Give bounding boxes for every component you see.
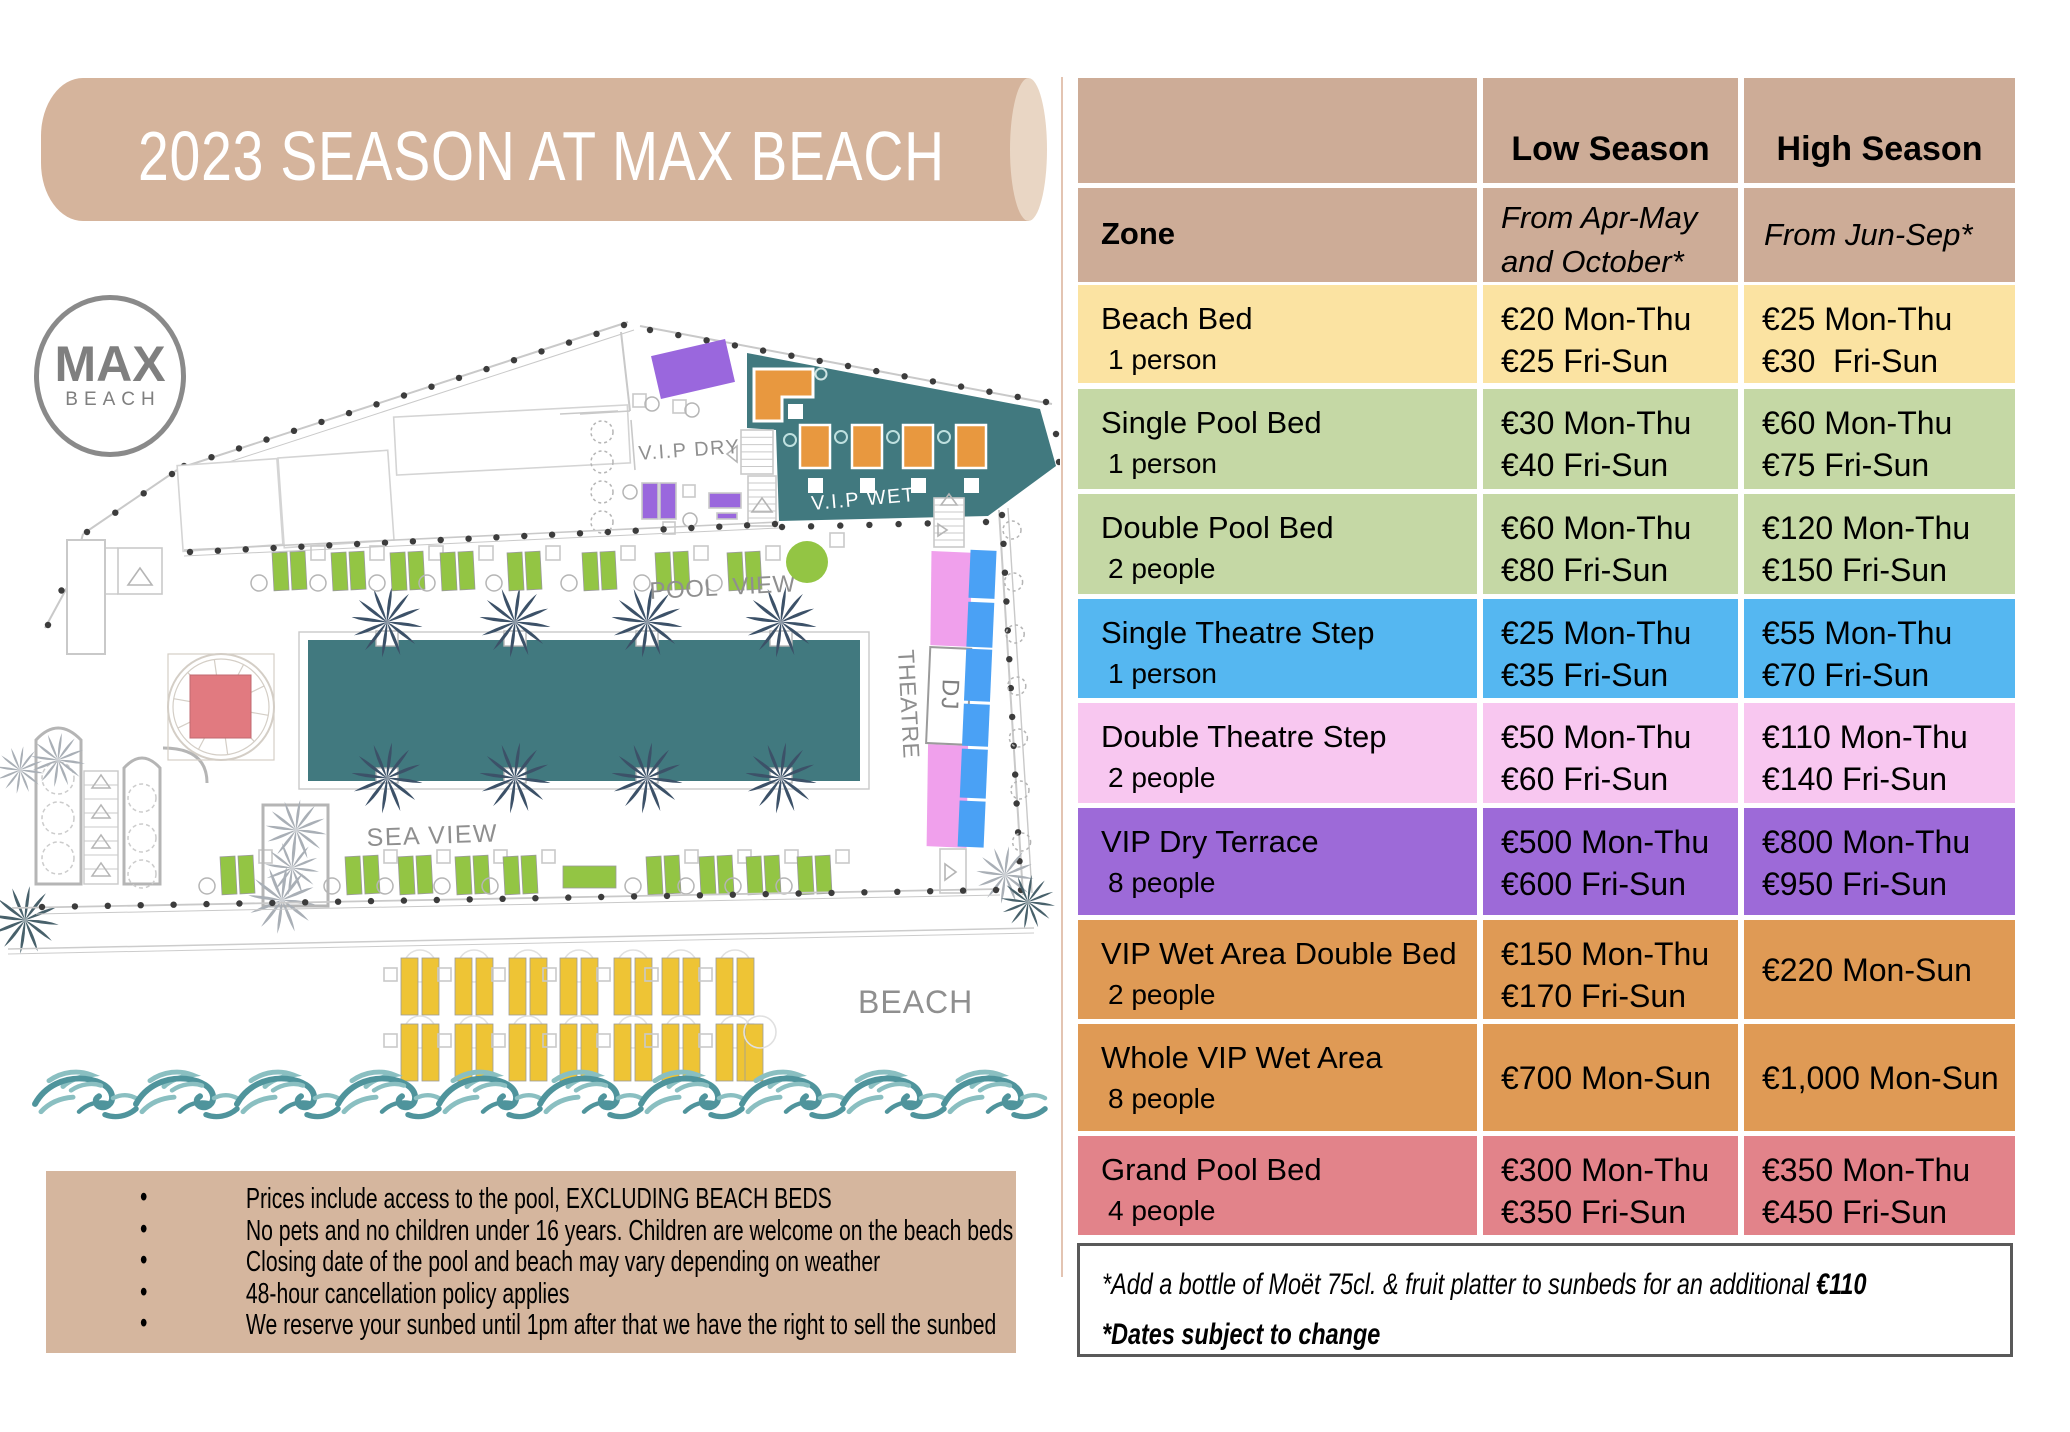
svg-text:SEA VIEW: SEA VIEW [366,819,498,852]
svg-text:THEATRE: THEATRE [893,649,925,759]
svg-text:BEACH: BEACH [858,984,973,1020]
svg-text:V.I.P DRY: V.I.P DRY [638,436,741,465]
svg-text:DJ: DJ [936,678,964,710]
